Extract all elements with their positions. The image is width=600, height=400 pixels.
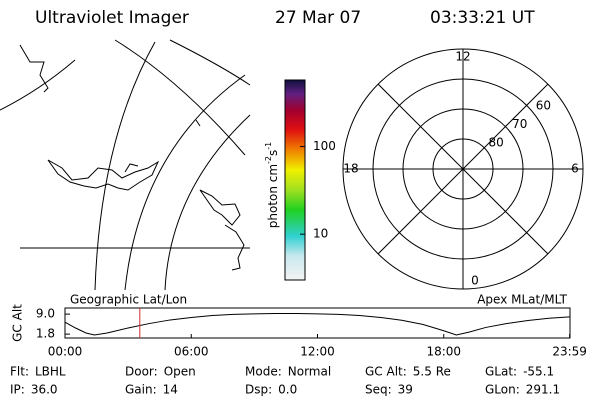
date: 27 Mar 07: [275, 8, 361, 28]
info-value: Normal: [288, 365, 331, 379]
colorbar-label-part: s: [266, 150, 280, 156]
colorbar-label: photon cm-2s-1: [264, 142, 280, 229]
right-label: Apex MLat/MLT: [477, 293, 567, 307]
x-tick-label: 18:00: [426, 345, 461, 359]
info-label: GLon:: [485, 383, 520, 397]
info-value: 36.0: [31, 383, 58, 397]
info-label: Seq:: [365, 383, 392, 397]
colorbar-exp: -2: [264, 156, 273, 164]
title: Ultraviolet Imager: [35, 8, 189, 28]
latitude-ring: [372, 78, 554, 260]
colorbar-tick-label: 10: [313, 227, 328, 241]
latitude-ring: [432, 138, 494, 200]
y-tick-label: 9.0: [36, 307, 55, 321]
map: [0, 39, 251, 291]
info-label: GC Alt:: [365, 365, 407, 379]
colorbar-exp: -1: [264, 142, 273, 150]
info-value: 5.5 Re: [413, 365, 451, 379]
info-label: IP:: [10, 383, 25, 397]
latitude-label: 80: [488, 136, 503, 150]
info-value: 291.1: [526, 383, 560, 397]
left-label: Geographic Lat/Lon: [70, 293, 187, 307]
info-label: Door:: [125, 365, 158, 379]
x-tick-label: 12:00: [300, 345, 335, 359]
info-value: 39: [398, 383, 413, 397]
y-label: GC Alt: [11, 304, 25, 342]
colorbar-tick-label: 100: [313, 139, 336, 153]
x-tick-label: 00:00: [48, 345, 83, 359]
y-tick-label: 1.8: [36, 327, 55, 341]
info-label: Flt:: [10, 365, 29, 379]
hour-label: 12: [455, 50, 470, 64]
info-value: -55.1: [523, 365, 554, 379]
x-tick-label: 23:59: [552, 345, 587, 359]
info-label: Dsp:: [245, 383, 272, 397]
info-label: Mode:: [245, 365, 282, 379]
colorbar-label-part: photon cm: [266, 164, 280, 228]
info-value: 0.0: [278, 383, 297, 397]
x-tick-label: 06:00: [174, 345, 209, 359]
hour-label: 0: [471, 274, 479, 288]
altitude-line: [64, 313, 570, 336]
info-value: Open: [164, 365, 196, 379]
strip-frame: [64, 307, 571, 339]
polar-grid: [342, 48, 584, 290]
hour-label: 18: [343, 162, 358, 176]
info-label: Gain:: [125, 383, 157, 397]
time: 03:33:21 UT: [430, 8, 535, 28]
latitude-label: 60: [536, 99, 551, 113]
info-label: GLat:: [485, 365, 517, 379]
latitude-ring: [402, 108, 524, 230]
hour-label: 6: [571, 162, 579, 176]
latitude-label: 70: [512, 117, 527, 131]
colorbar: [284, 79, 306, 281]
info-value: LBHL: [35, 365, 66, 379]
info-value: 14: [163, 383, 178, 397]
